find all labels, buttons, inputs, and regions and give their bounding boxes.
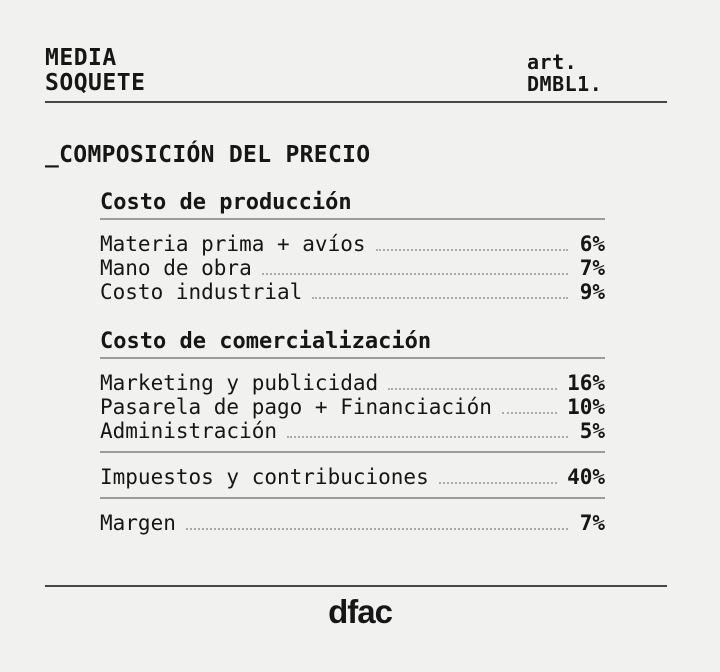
row-value: 6%: [579, 232, 605, 256]
cost-row-costo-industrial: Costo industrial 9%: [100, 280, 605, 304]
product-name: MEDIA SOQUETE: [45, 46, 667, 96]
product-name-line2: SOQUETE: [45, 70, 146, 96]
row-value: 5%: [579, 419, 605, 443]
row-label: Pasarela de pago + Financiación: [100, 395, 492, 419]
row-label: Administración: [100, 419, 278, 443]
price-composition-card: MEDIA SOQUETE art. DMBL1. _COMPOSICIÓN D…: [0, 46, 720, 672]
cost-row-materia-prima: Materia prima + avíos 6%: [100, 232, 605, 256]
section-heading-production: Costo de producción: [100, 192, 605, 220]
article-label: art.: [527, 50, 578, 74]
dotted-leader: [185, 528, 568, 530]
header-divider: [45, 101, 667, 103]
row-value: 16%: [567, 371, 605, 395]
product-name-line1: MEDIA: [45, 45, 117, 71]
row-label: Marketing y publicidad: [100, 371, 379, 395]
row-label: Mano de obra: [100, 256, 252, 280]
summary-divider-middle: [100, 497, 605, 499]
dotted-leader: [312, 297, 568, 299]
dotted-leader: [501, 412, 558, 414]
section-commercialization-cost: Costo de comercialización Marketing y pu…: [100, 331, 605, 443]
header: MEDIA SOQUETE art. DMBL1.: [45, 46, 667, 96]
row-value: 40%: [567, 465, 605, 489]
row-value: 9%: [579, 280, 605, 304]
cost-row-pasarela: Pasarela de pago + Financiación 10%: [100, 395, 605, 419]
row-label: Materia prima + avíos: [100, 232, 366, 256]
row-value: 10%: [567, 395, 605, 419]
section-production-cost: Costo de producción Materia prima + avío…: [100, 192, 605, 304]
dotted-leader: [438, 482, 558, 484]
row-label: Impuestos y contribuciones: [100, 465, 429, 489]
brand-logo: dfac: [328, 593, 393, 630]
page-title: _COMPOSICIÓN DEL PRECIO: [45, 142, 371, 168]
cost-row-impuestos: Impuestos y contribuciones 40%: [100, 465, 605, 489]
dotted-leader: [261, 273, 568, 275]
row-value: 7%: [579, 256, 605, 280]
cost-row-margen: Margen 7%: [100, 511, 605, 535]
row-value: 7%: [579, 511, 605, 535]
row-label: Costo industrial: [100, 280, 303, 304]
commercialization-rows: Marketing y publicidad 16% Pasarela de p…: [100, 371, 605, 443]
production-rows: Materia prima + avíos 6% Mano de obra 7%…: [100, 232, 605, 304]
cost-row-marketing: Marketing y publicidad 16%: [100, 371, 605, 395]
dotted-leader: [287, 436, 568, 438]
dotted-leader: [375, 249, 568, 251]
article-info: art. DMBL1.: [527, 51, 602, 95]
footer-divider: [45, 585, 667, 587]
row-label: Margen: [100, 511, 176, 535]
cost-row-mano-de-obra: Mano de obra 7%: [100, 256, 605, 280]
cost-row-administracion: Administración 5%: [100, 419, 605, 443]
summary-divider-top: [100, 451, 605, 453]
section-heading-commercialization: Costo de comercialización: [100, 331, 605, 359]
article-code: DMBL1.: [527, 72, 603, 96]
dotted-leader: [388, 388, 558, 390]
